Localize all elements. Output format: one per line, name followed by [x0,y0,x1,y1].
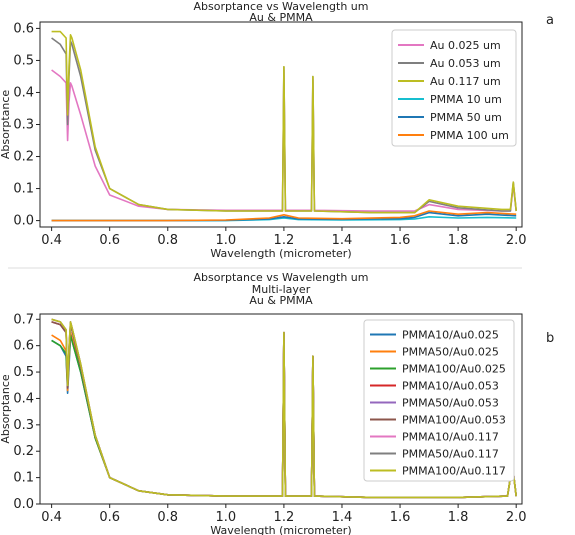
y-tick-label: 0.0 [13,497,34,512]
legend-entry: Au 0.053 um [430,57,501,70]
x-tick-label: 1.4 [332,233,353,248]
legend-entry: Au 0.117 um [430,75,501,88]
x-tick-label: 1.8 [448,510,469,525]
legend-box [363,319,515,482]
legend-entry: PMMA100/Au0.025 [402,363,506,376]
legend-entry: PMMA10/Au0.053 [402,380,499,393]
x-tick-label: 1.8 [448,233,469,248]
y-tick-label: 0.7 [13,312,34,327]
legend-entry: PMMA10/Au0.117 [402,431,499,444]
x-tick-label: 1.2 [274,510,295,525]
chart-title-line: Absorptance vs Wavelength um [194,271,369,284]
x-tick-label: 0.8 [157,233,178,248]
y-tick-label: 0.0 [13,214,34,229]
y-tick-label: 0.1 [13,471,34,486]
chart-title-line: Au & PMMA [249,294,313,307]
y-tick-label: 0.6 [13,339,34,354]
x-tick-label: 1.0 [215,510,236,525]
y-tick-label: 0.5 [13,53,34,68]
y-tick-label: 0.2 [13,150,34,165]
y-tick-label: 0.2 [13,444,34,459]
x-tick-label: 2.0 [506,510,527,525]
legend-entry: PMMA 100 um [430,129,509,142]
series-line-pmma-50-um [51,211,517,222]
y-tick-label: 0.5 [13,365,34,380]
y-tick-label: 0.3 [13,418,34,433]
x-axis-label: Wavelength (micrometer) [210,247,351,260]
legend-entry: PMMA10/Au0.025 [402,329,499,342]
legend-entry: PMMA50/Au0.025 [402,346,499,359]
x-tick-label: 1.4 [332,510,353,525]
y-tick-label: 0.4 [13,391,34,406]
legend-entry: PMMA50/Au0.117 [402,448,499,461]
y-tick-label: 0.3 [13,118,34,133]
legend-entry: PMMA50/Au0.053 [402,397,499,410]
y-tick-label: 0.6 [13,21,34,36]
y-axis-label: Absorptance [0,374,12,444]
legend-entry: PMMA100/Au0.117 [402,465,506,478]
x-axis-label: Wavelength (micrometer) [210,524,351,535]
series-group [51,30,517,222]
panel-label-a: a [546,13,554,28]
chart-title-line: Au & PMMA [249,11,313,24]
legend-entry: PMMA 50 um [430,111,502,124]
chart-b: Absorptance vs Wavelength umMulti-layerA… [0,271,527,535]
x-tick-label: 1.2 [274,233,295,248]
panel-label-b: b [546,331,555,346]
x-tick-label: 2.0 [506,233,527,248]
chart-title-line: Absorptance vs Wavelength um [194,0,369,13]
series-line-au-0-117-um [51,30,517,214]
legend-entry: PMMA 10 um [430,93,502,106]
legend-entry: Au 0.025 um [430,39,501,52]
series-group [51,318,517,499]
legend-entry: PMMA100/Au0.053 [402,414,506,427]
x-tick-label: 0.8 [157,510,178,525]
x-tick-label: 0.4 [41,233,62,248]
x-tick-label: 0.6 [99,233,120,248]
x-tick-label: 0.4 [41,510,62,525]
series-line-pmma-100-um [51,210,517,222]
y-tick-label: 0.4 [13,85,34,100]
x-tick-label: 0.6 [99,510,120,525]
y-tick-label: 0.1 [13,182,34,197]
x-tick-label: 1.6 [390,510,411,525]
plot-frame [39,313,523,505]
series-line-pmma100-au0-117 [51,318,517,499]
y-axis-label: Absorptance [0,90,12,160]
x-tick-label: 1.6 [390,233,411,248]
x-tick-label: 1.0 [215,233,236,248]
chart-title-line: Multi-layer [252,283,311,296]
